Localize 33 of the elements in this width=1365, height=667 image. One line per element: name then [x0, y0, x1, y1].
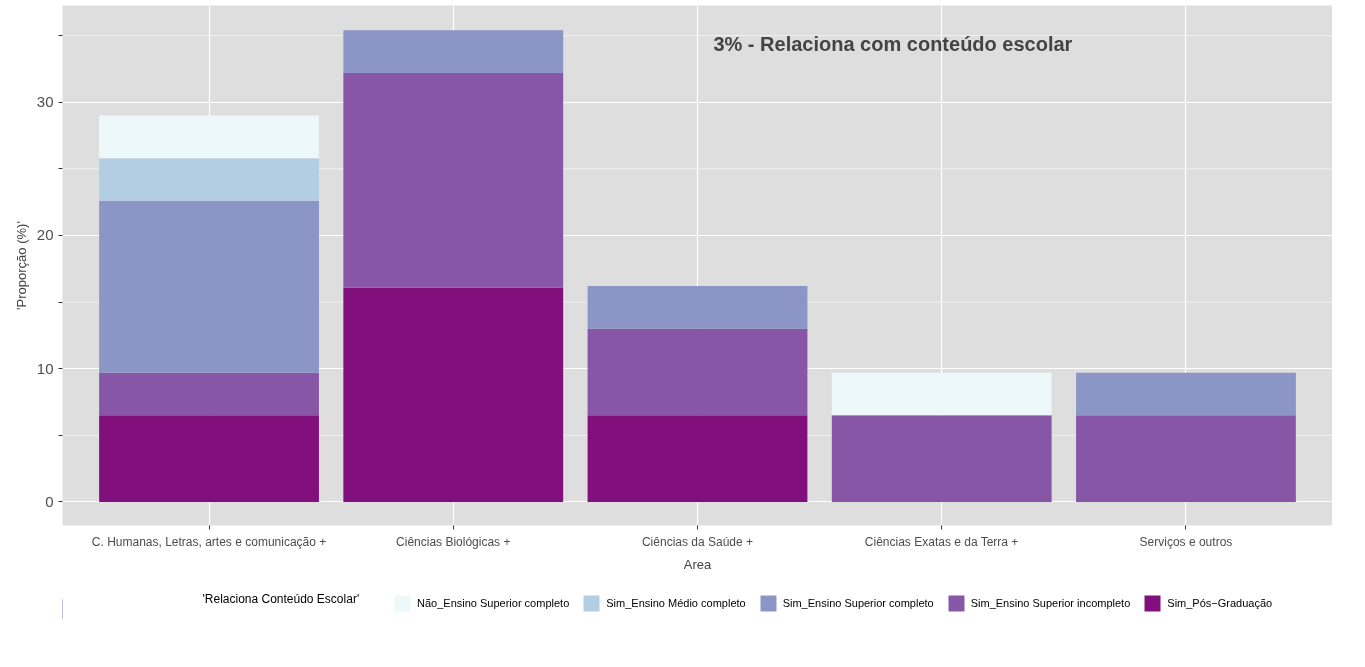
bar [99, 158, 319, 201]
legend-label: Sim_Ensino Superior incompleto [970, 597, 1131, 609]
bar [99, 115, 319, 159]
bar [1076, 415, 1296, 502]
bar [99, 200, 319, 373]
bar [831, 372, 1052, 416]
y-tick-label: 20 [36, 226, 54, 244]
bar [343, 287, 564, 502]
x-tick-label: Ciências da Saúde + [641, 534, 754, 549]
annotation: 3% - Relaciona com conteúdo escolar [713, 33, 1073, 56]
x-tick-label: C. Humanas, Letras, artes e comunicação + [91, 534, 327, 549]
y-tick-label: 30 [36, 93, 54, 111]
legend-label: Sim_Pós−Graduação [1167, 597, 1273, 609]
legend-label: Sim_Ensino Médio completo [606, 597, 746, 609]
legend-title: 'Relaciona Conteúdo Escolar' [202, 591, 360, 606]
bar [99, 415, 319, 502]
bar [587, 286, 808, 329]
legend-label: Sim_Ensino Superior completo [782, 597, 934, 609]
y-axis-title: 'Proporção (%)' [13, 221, 29, 310]
bar [587, 328, 808, 416]
bar [99, 372, 319, 416]
bar [587, 415, 808, 502]
x-tick-label: Serviços e outros [1139, 534, 1233, 549]
bar [1076, 372, 1296, 416]
x-tick-label: Ciências Exatas e da Terra + [864, 534, 1019, 549]
x-axis-title: Area [683, 556, 712, 572]
x-tick-label: Ciências Biológicas + [396, 534, 511, 549]
legend-label: Não_Ensino Superior completo [417, 597, 570, 609]
bar [831, 415, 1052, 502]
bar [343, 30, 564, 73]
bar [343, 72, 564, 288]
y-tick-label: 0 [45, 492, 54, 510]
y-tick-label: 10 [36, 359, 54, 377]
